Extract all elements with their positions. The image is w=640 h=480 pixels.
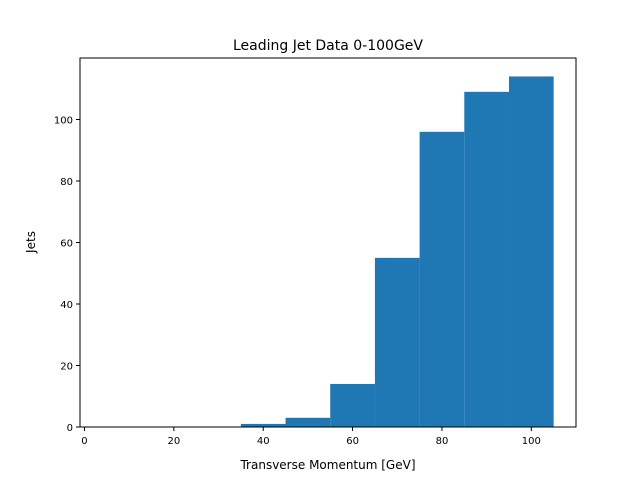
histogram-bar (419, 131, 465, 428)
y-axis-ticks: 0 20 40 60 80 100 (54, 116, 80, 434)
histogram-bar (240, 423, 286, 427)
histogram-bar (508, 76, 554, 427)
x-tick-label: 80 (436, 436, 449, 447)
chart-title: Leading Jet Data 0-100GeV (233, 38, 423, 54)
y-tick-label: 40 (60, 300, 73, 311)
plot-frame (79, 57, 577, 428)
histogram-bar (374, 257, 420, 427)
y-tick-label: 80 (60, 177, 73, 188)
histogram-bar (464, 91, 509, 427)
bars-group (240, 76, 554, 428)
x-tick-label: 100 (522, 436, 541, 447)
x-tick-label: 0 (81, 436, 87, 447)
x-tick-label: 60 (346, 436, 359, 447)
y-tick-label: 0 (67, 423, 73, 434)
x-axis-ticks: 0 20 40 60 80 100 (81, 427, 541, 447)
histogram-bar (330, 383, 375, 427)
y-axis-label: Jets (24, 231, 38, 254)
x-axis-label: Transverse Momentum [GeV] (239, 458, 415, 472)
x-tick-label: 20 (167, 436, 180, 447)
x-tick-label: 40 (257, 436, 270, 447)
y-tick-label: 60 (60, 239, 73, 250)
histogram-bar (285, 417, 331, 427)
y-tick-label: 100 (54, 116, 73, 127)
y-tick-label: 20 (60, 362, 73, 373)
